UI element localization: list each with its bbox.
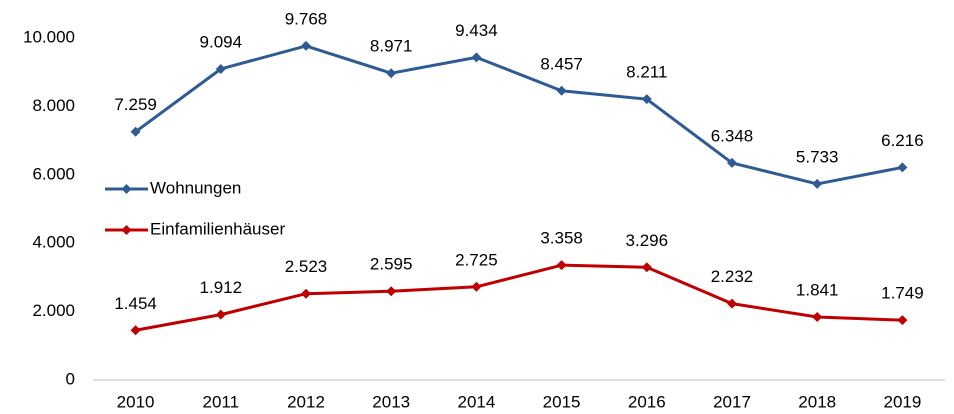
- line: [134, 44, 903, 186]
- data-label: 9.768: [285, 9, 328, 28]
- y-tick-label: 2.000: [32, 301, 75, 320]
- x-tick-label: 2018: [798, 392, 836, 411]
- data-label: 6.216: [881, 131, 924, 150]
- point: [897, 162, 908, 173]
- point: [215, 63, 226, 74]
- x-tick-label: 2016: [628, 392, 666, 411]
- data-label: 9.434: [455, 21, 498, 40]
- data-label: 3.296: [626, 231, 669, 250]
- data-label: 2.725: [455, 250, 498, 269]
- data-label: 2.595: [370, 255, 413, 274]
- x-tick-label: 2015: [543, 392, 581, 411]
- point: [727, 298, 737, 309]
- line: [135, 263, 903, 332]
- x-tick-label: 2010: [117, 392, 155, 411]
- point: [727, 157, 737, 168]
- y-tick-label: 8.000: [32, 96, 75, 115]
- data-label: 8.971: [370, 37, 413, 56]
- x-tick-label: 2012: [287, 392, 325, 411]
- point: [471, 281, 482, 292]
- legend-label: Einfamilienhäuser: [150, 219, 285, 238]
- point: [386, 68, 397, 79]
- x-tick-label: 2011: [203, 392, 240, 411]
- point: [215, 309, 226, 320]
- point: [301, 40, 311, 51]
- data-label: 8.457: [540, 54, 583, 73]
- data-label: 5.733: [796, 147, 839, 166]
- legend-marker: [121, 184, 132, 194]
- data-label: 6.348: [711, 126, 754, 145]
- data-label: 2.523: [285, 257, 328, 276]
- point: [641, 94, 652, 105]
- x-tick-label: 2013: [372, 392, 410, 411]
- point: [897, 315, 908, 326]
- point: [556, 260, 567, 271]
- x-tick-label: 2019: [883, 392, 921, 411]
- point: [471, 52, 482, 63]
- x-tick-label: 2014: [457, 392, 495, 411]
- data-label: 1.749: [881, 284, 924, 303]
- point: [301, 288, 311, 299]
- data-label: 3.358: [540, 229, 583, 248]
- point: [556, 85, 567, 96]
- y-tick-label: 10.000: [23, 27, 75, 46]
- data-label: 1.912: [200, 278, 243, 297]
- data-label: 1.841: [796, 281, 839, 300]
- point: [386, 286, 397, 297]
- y-tick-label: 6.000: [32, 164, 75, 183]
- legend-marker: [121, 225, 132, 235]
- y-tick-label: 4.000: [32, 233, 75, 252]
- point: [812, 312, 823, 323]
- data-label: 8.211: [626, 63, 667, 82]
- point: [641, 262, 652, 273]
- point: [812, 178, 823, 189]
- point: [130, 126, 141, 137]
- point: [130, 325, 141, 336]
- data-label: 2.232: [711, 267, 754, 286]
- y-tick-label: 0: [66, 369, 75, 388]
- legend-label: Wohnungen: [150, 178, 241, 197]
- data-label: 9.094: [200, 32, 243, 51]
- x-tick-label: 2017: [713, 392, 751, 411]
- data-label: 7.259: [114, 95, 157, 114]
- data-label: 1.454: [114, 294, 157, 313]
